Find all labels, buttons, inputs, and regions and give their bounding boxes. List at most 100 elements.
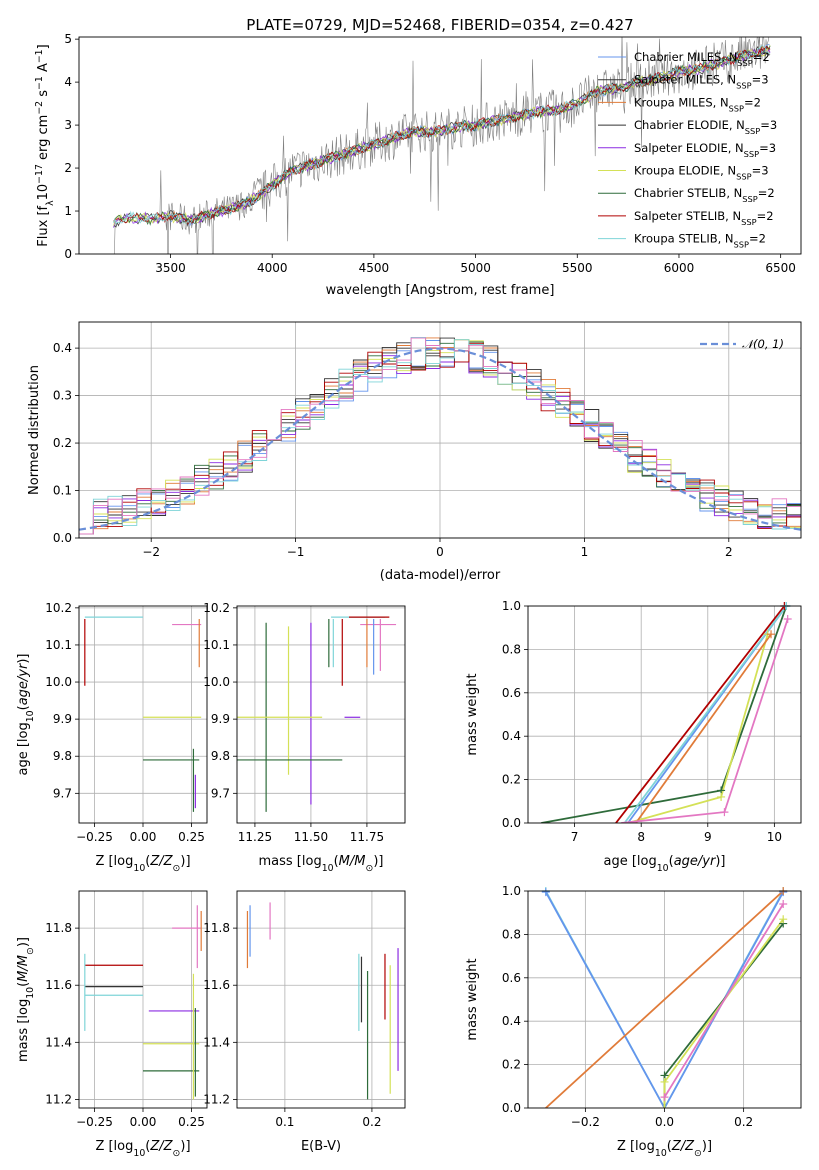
y-tick-label: 11.8 [203, 921, 230, 935]
legend-label: Kroupa MILES, NSSP=2 [634, 95, 761, 113]
x-axis-label: E(B-V) [301, 1139, 341, 1154]
gridlines [237, 606, 405, 823]
axes-frame [527, 605, 802, 824]
plot-area [113, 37, 771, 254]
y-axis-label: age [log10(age/yr)] [16, 653, 36, 775]
y-tick-label: 0.8 [502, 927, 521, 941]
x-axis-label: Z [log10(Z/Z⊙)] [617, 1139, 712, 1159]
plus-marker [541, 888, 550, 897]
x-tick-label: 4500 [359, 261, 390, 275]
plot-area [79, 322, 801, 538]
y-tick-label: 1 [64, 204, 72, 218]
mass-weight-line [545, 891, 784, 1108]
x-tick-label: 10 [767, 830, 782, 844]
panel-residual_hist: −2 −1 0 1 2 0.0 0.1 0.2 0.3 0.4 (data-model)/error… [27, 321, 802, 583]
axes-frame [236, 890, 406, 1109]
x-tick-label: 0.2 [362, 1115, 381, 1129]
x-tick-label: 11.50 [294, 830, 328, 844]
y-tick-label: 11.8 [45, 921, 72, 935]
x-tick-label: 6000 [664, 261, 695, 275]
x-tick-label: 7 [571, 830, 579, 844]
mass-weight-line [623, 606, 788, 823]
legend-label: 𝒩(0, 1) [742, 337, 784, 351]
x-tick-label: −2 [142, 545, 160, 559]
y-tick-label: 9.8 [53, 749, 72, 763]
y-axis-label: mass weight [465, 673, 480, 755]
x-tick-label: −0.25 [76, 1115, 113, 1129]
x-tick-label: 8 [637, 830, 645, 844]
model-curve-salpeter_stelib [113, 45, 771, 225]
axes-frame [78, 890, 208, 1109]
x-tick-label: 0 [436, 545, 444, 559]
legend-label: Salpeter MILES, NSSP=3 [634, 73, 769, 91]
legend: Chabrier MILES, NSSP=2 Salpeter MILES, NS… [598, 50, 777, 250]
gaussian-curve [79, 347, 801, 531]
y-tick-label: 10.2 [203, 601, 230, 615]
figure-title: PLATE=0729, MJD=52468, FIBERID=0354, z=0… [246, 16, 633, 34]
y-tick-label: 11.2 [45, 1092, 72, 1106]
y-tick-label: 0 [64, 247, 72, 261]
axes-frame [236, 605, 406, 824]
axes-frame [78, 36, 802, 255]
x-tick-label: 6500 [765, 261, 796, 275]
axes-frame [78, 321, 802, 539]
y-tick-label: 10.1 [45, 638, 72, 652]
plot-area [79, 606, 207, 823]
panel-massweight_vs_Z: −0.2 0.0 0.2 0.0 0.2 0.4 0.6 0.8 1.0 Z [log10(Z/Z… [465, 884, 802, 1159]
y-tick-label: 10.2 [45, 601, 72, 615]
plot-area [237, 891, 405, 1108]
y-tick-label: 11.4 [45, 1035, 72, 1049]
panel-mass_vs_EBV: 0.1 0.2 11.2 11.4 11.6 11.8 E(B-V) [203, 890, 406, 1154]
legend-label: Chabrier ELODIE, NSSP=3 [634, 118, 777, 136]
gridlines [79, 606, 207, 823]
panel-age_vs_Z: −0.25 0.00 0.25 9.7 9.8 9.9 10.0 10.1 10.2 Z [log… [16, 601, 208, 874]
x-axis-label: (data-model)/error [380, 568, 501, 583]
plus-marker [779, 900, 788, 909]
y-tick-label: 0.6 [502, 971, 521, 985]
plot-area [528, 891, 801, 1108]
y-tick-label: 0.2 [502, 1058, 521, 1072]
x-tick-label: −1 [287, 545, 305, 559]
legend-label: Chabrier STELIB, NSSP=2 [634, 186, 775, 204]
mass-weight-line [663, 922, 784, 1108]
y-tick-label: 5 [64, 32, 72, 46]
legend-label: Salpeter ELODIE, NSSP=3 [634, 141, 776, 159]
y-axis-label: Flux [fλ10−17 erg cm−2 s−1 A−1] [34, 44, 56, 246]
plus-marker [660, 1093, 669, 1102]
gridlines [237, 891, 405, 1108]
plot-area [237, 606, 405, 823]
y-tick-label: 10.0 [45, 675, 72, 689]
hist-step-kroupa_stelib [79, 337, 801, 535]
y-tick-label: 0.4 [502, 729, 521, 743]
y-tick-label: 0.2 [502, 773, 521, 787]
plus-marker [783, 615, 792, 624]
y-tick-label: 11.4 [203, 1035, 230, 1049]
plot-area [79, 891, 207, 1108]
y-tick-label: 2 [64, 161, 72, 175]
y-tick-label: 9.9 [53, 712, 72, 726]
x-tick-label: 9 [704, 830, 712, 844]
x-tick-label: −0.25 [76, 830, 113, 844]
x-axis-label: wavelength [Angstrom, rest frame] [326, 283, 555, 298]
y-tick-label: 4 [64, 75, 72, 89]
x-tick-label: 0.1 [275, 1115, 294, 1129]
y-axis-label: mass weight [465, 958, 480, 1040]
x-tick-label: 0.25 [178, 830, 205, 844]
x-tick-label: 0.00 [130, 1115, 157, 1129]
y-tick-label: 3 [64, 118, 72, 132]
plus-marker [720, 808, 729, 817]
y-tick-label: 11.2 [203, 1092, 230, 1106]
plus-marker [717, 792, 726, 801]
axes-frame [527, 890, 802, 1109]
x-tick-label: 4000 [257, 261, 288, 275]
mass-weight-line [545, 891, 784, 1108]
y-tick-label: 0.0 [502, 1101, 521, 1115]
plus-marker [779, 915, 788, 924]
y-tick-label: 0.8 [502, 642, 521, 656]
y-tick-label: 0.6 [502, 686, 521, 700]
gridlines [79, 891, 207, 1108]
y-axis-label: Normed distribution [27, 365, 42, 495]
model-curve-kroupa_elodie [113, 45, 771, 226]
panel-mass_vs_Z: −0.25 0.00 0.25 11.2 11.4 11.6 11.8 Z [log10(Z/… [16, 890, 208, 1159]
